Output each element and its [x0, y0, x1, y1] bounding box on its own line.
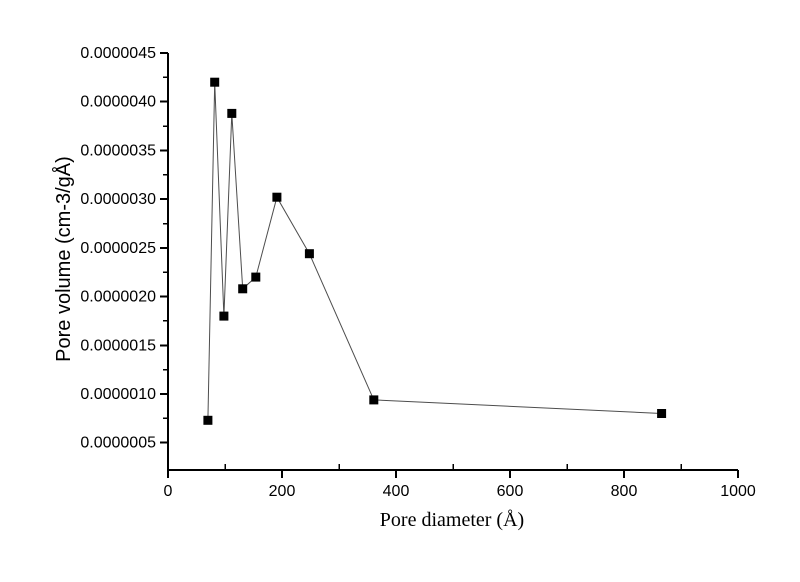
data-point-marker [304, 249, 314, 259]
x-axis-title: Pore diameter (Å) [379, 509, 525, 531]
x-tick-label: 1000 [720, 483, 756, 500]
y-tick-label: 0.0000025 [80, 240, 156, 257]
y-tick-label: 0.0000045 [80, 45, 156, 62]
x-tick-label: 200 [269, 483, 296, 500]
x-tick-label: 600 [497, 483, 524, 500]
data-point-marker [219, 311, 229, 321]
data-point-marker [227, 108, 237, 118]
data-point-marker [203, 415, 213, 425]
y-tick-label: 0.0000015 [80, 337, 156, 354]
series-line [207, 82, 662, 421]
y-tick-label: 0.0000040 [80, 94, 156, 111]
data-point-marker [272, 192, 282, 202]
data-point-marker [238, 284, 248, 294]
data-point-marker [210, 77, 220, 87]
y-tick-label: 0.0000020 [80, 289, 156, 306]
x-tick-label: 0 [164, 483, 173, 500]
y-tick-label: 0.0000035 [80, 142, 156, 159]
data-point-marker [369, 395, 379, 405]
y-tick-label: 0.0000030 [80, 191, 156, 208]
x-tick-label: 800 [611, 483, 638, 500]
y-tick-label: 0.0000005 [80, 435, 156, 452]
x-tick-label: 400 [383, 483, 410, 500]
data-point-marker [251, 272, 261, 282]
y-axis-title: Pore volume (cm-3/gÅ) [53, 156, 75, 362]
y-tick-label: 0.0000010 [80, 386, 156, 403]
data-point-marker [657, 409, 667, 418]
